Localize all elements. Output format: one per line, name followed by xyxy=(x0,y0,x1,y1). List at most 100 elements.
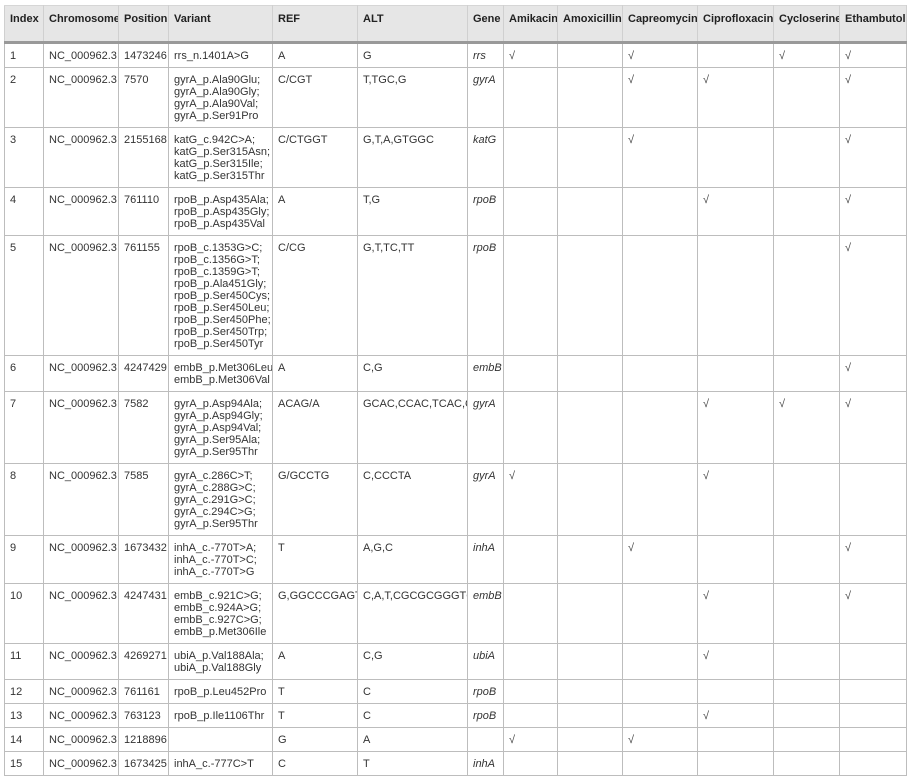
cell-index: 13 xyxy=(4,703,44,728)
variant-line: rpoB_p.Ser450Tyr xyxy=(174,338,264,350)
check-icon: √ xyxy=(779,50,786,62)
column-header-amoxicillin[interactable]: Amoxicillin xyxy=(557,5,623,44)
check-icon: √ xyxy=(845,398,852,410)
column-header-position[interactable]: Position xyxy=(118,5,169,44)
cell-chromosome: NC_000962.3 xyxy=(43,751,119,776)
table-row[interactable]: 7 NC_000962.3 7582 gyrA_p.Asp94Ala; gyrA_p.A… xyxy=(4,391,907,464)
cell-variant: katG_c.942C>A; katG_p.Ser315Asn; katG_p.Se… xyxy=(168,127,273,188)
check-icon: √ xyxy=(628,542,635,554)
variant-line: inhA_c.-770T>A; xyxy=(174,542,257,554)
cell-cycloserine xyxy=(773,67,840,128)
table-row[interactable]: 2 NC_000962.3 7570 gyrA_p.Ala90Glu; gyrA_p.A… xyxy=(4,67,907,128)
column-header-chromosome[interactable]: Chromosome xyxy=(43,5,119,44)
table-row[interactable]: 8 NC_000962.3 7585 gyrA_c.286C>T; gyrA_c.288… xyxy=(4,463,907,536)
table-row[interactable]: 10 NC_000962.3 4247431 embB_c.921C>G; embB_c… xyxy=(4,583,907,644)
cell-ciprofloxacin xyxy=(697,235,774,356)
cell-ethambutol: √ xyxy=(839,391,907,464)
column-header-cycloserine[interactable]: Cycloserine xyxy=(773,5,840,44)
variant-line: embB_p.Met306Ile xyxy=(174,626,267,638)
cell-position: 4269271 xyxy=(118,643,169,680)
cell-amoxicillin xyxy=(557,535,623,584)
cell-amoxicillin xyxy=(557,679,623,704)
column-header-amikacin[interactable]: Amikacin xyxy=(503,5,558,44)
cell-amoxicillin xyxy=(557,643,623,680)
column-header-index[interactable]: Index xyxy=(4,5,44,44)
cell-variant: rpoB_p.Leu452Pro xyxy=(168,679,273,704)
cell-index: 11 xyxy=(4,643,44,680)
check-icon: √ xyxy=(703,650,710,662)
cell-amikacin xyxy=(503,187,558,236)
cell-index: 14 xyxy=(4,727,44,752)
check-icon: √ xyxy=(703,74,710,86)
cell-capreomycin: √ xyxy=(622,535,698,584)
cell-ethambutol xyxy=(839,679,907,704)
variant-line: rpoB_p.Ala451Gly; xyxy=(174,278,267,290)
check-icon: √ xyxy=(703,470,710,482)
cell-capreomycin: √ xyxy=(622,42,698,68)
cell-gene: ubiA xyxy=(467,643,504,680)
cell-cycloserine xyxy=(773,355,840,392)
cell-alt: G,T,A,GTGGC xyxy=(357,127,468,188)
cell-alt: C,G xyxy=(357,355,468,392)
cell-amoxicillin xyxy=(557,463,623,536)
cell-cycloserine xyxy=(773,643,840,680)
cell-amoxicillin xyxy=(557,583,623,644)
variant-line: rpoB_p.Asp435Ala; xyxy=(174,194,269,206)
table-row[interactable]: 5 NC_000962.3 761155 rpoB_c.1353G>C; rpoB_c.… xyxy=(4,235,907,356)
cell-ciprofloxacin: √ xyxy=(697,463,774,536)
variant-line: inhA_c.-770T>C; xyxy=(174,554,257,566)
cell-amoxicillin xyxy=(557,703,623,728)
cell-position: 4247431 xyxy=(118,583,169,644)
cell-chromosome: NC_000962.3 xyxy=(43,679,119,704)
table-row[interactable]: 4 NC_000962.3 761110 rpoB_p.Asp435Ala; rpoB_… xyxy=(4,187,907,236)
table-row[interactable]: 14 NC_000962.3 1218896 G A √ √ xyxy=(4,727,907,752)
cell-amikacin xyxy=(503,751,558,776)
cell-gene: gyrA xyxy=(467,463,504,536)
table-row[interactable]: 11 NC_000962.3 4269271 ubiA_p.Val188Ala; ubi… xyxy=(4,643,907,680)
cell-index: 4 xyxy=(4,187,44,236)
table-row[interactable]: 6 NC_000962.3 4247429 embB_p.Met306Leu; embB… xyxy=(4,355,907,392)
cell-ethambutol xyxy=(839,643,907,680)
check-icon: √ xyxy=(845,134,852,146)
cell-chromosome: NC_000962.3 xyxy=(43,127,119,188)
cell-alt: T,G xyxy=(357,187,468,236)
column-header-gene[interactable]: Gene xyxy=(467,5,504,44)
cell-chromosome: NC_000962.3 xyxy=(43,42,119,68)
table-row[interactable]: 3 NC_000962.3 2155168 katG_c.942C>A; katG_p.… xyxy=(4,127,907,188)
column-header-capreomycin[interactable]: Capreomycin xyxy=(622,5,698,44)
column-header-alt[interactable]: ALT xyxy=(357,5,468,44)
column-header-ethambutol[interactable]: Ethambutol xyxy=(839,5,907,44)
table-row[interactable]: 9 NC_000962.3 1673432 inhA_c.-770T>A; inhA_c… xyxy=(4,535,907,584)
variant-line: gyrA_c.288G>C; xyxy=(174,482,256,494)
cell-ethambutol: √ xyxy=(839,235,907,356)
cell-ciprofloxacin xyxy=(697,355,774,392)
cell-alt: GCAC,CCAC,TCAC,C,G xyxy=(357,391,468,464)
check-icon: √ xyxy=(509,470,516,482)
cell-chromosome: NC_000962.3 xyxy=(43,703,119,728)
column-header-ciprofloxacin[interactable]: Ciprofloxacin xyxy=(697,5,774,44)
cell-amoxicillin xyxy=(557,127,623,188)
variant-line: embB_p.Met306Val xyxy=(174,374,270,386)
cell-gene: katG xyxy=(467,127,504,188)
variant-line: rpoB_p.Asp435Gly; xyxy=(174,206,270,218)
cell-ref: T xyxy=(272,703,358,728)
check-icon: √ xyxy=(703,590,710,602)
cell-ethambutol: √ xyxy=(839,67,907,128)
cell-ref: C xyxy=(272,751,358,776)
cell-ethambutol: √ xyxy=(839,127,907,188)
column-header-variant[interactable]: Variant xyxy=(168,5,273,44)
cell-chromosome: NC_000962.3 xyxy=(43,67,119,128)
cell-alt: C,G xyxy=(357,643,468,680)
cell-amoxicillin xyxy=(557,391,623,464)
variant-line: embB_c.927C>G; xyxy=(174,614,262,626)
cell-position: 761161 xyxy=(118,679,169,704)
check-icon: √ xyxy=(509,50,516,62)
cell-index: 9 xyxy=(4,535,44,584)
column-header-ref[interactable]: REF xyxy=(272,5,358,44)
cell-position: 761110 xyxy=(118,187,169,236)
cell-ref: G xyxy=(272,727,358,752)
